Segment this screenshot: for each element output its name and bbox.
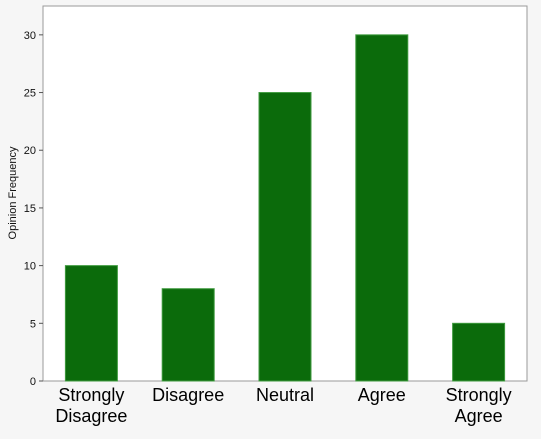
x-category-label: Disagree (152, 385, 224, 405)
bar (258, 92, 312, 382)
x-category-label-line: Disagree (152, 385, 224, 405)
x-category-label-line: Agree (358, 385, 406, 405)
bars (64, 34, 506, 382)
x-category-label: Strongly Disagree (55, 385, 127, 426)
y-tick-label: 10 (24, 261, 36, 273)
x-category-label: Strongly Agree (446, 385, 512, 426)
bar (452, 322, 506, 382)
x-category-label-line: Disagree (55, 406, 127, 426)
y-tick-label: 0 (30, 376, 36, 388)
bar (64, 265, 118, 382)
y-tick-label: 25 (24, 88, 36, 100)
y-tick-label: 15 (24, 203, 36, 215)
y-tick-label: 20 (24, 145, 36, 157)
x-category-label-line: Neutral (256, 385, 314, 405)
y-axis-label: Opinion Frequency (7, 146, 19, 239)
y-axis: 0 5 10 15 20 25 30 (24, 30, 43, 388)
bar (355, 34, 409, 382)
x-category-label-line: Agree (455, 406, 503, 426)
x-category-label: Agree (358, 385, 406, 405)
y-tick-label: 30 (24, 30, 36, 42)
x-category-label-line: Strongly (446, 385, 512, 405)
x-category-label: Neutral (256, 385, 314, 405)
x-category-label-line: Strongly (58, 385, 124, 405)
bar (161, 288, 215, 382)
y-tick-label: 5 (30, 318, 36, 330)
